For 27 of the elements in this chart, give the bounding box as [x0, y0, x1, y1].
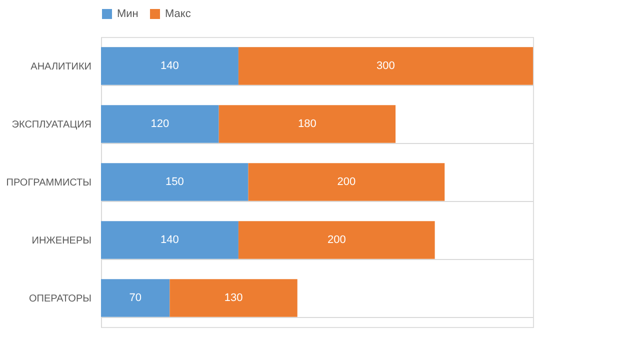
data-label: 120 — [150, 118, 170, 130]
y-tick-label: ПРОГРАММИСТЫ — [6, 178, 92, 188]
bar — [248, 163, 445, 201]
data-label: 140 — [160, 60, 179, 72]
data-label: 180 — [298, 118, 316, 130]
y-tick-label: АНАЛИТИКИ — [30, 62, 92, 72]
bar — [101, 47, 238, 85]
bar — [170, 279, 298, 317]
bar — [101, 221, 238, 259]
y-tick-label: ИНЖЕНЕРЫ — [32, 236, 92, 246]
data-label: 150 — [165, 176, 184, 188]
bar — [238, 221, 435, 259]
data-label: 70 — [129, 292, 142, 304]
data-label: 300 — [376, 60, 395, 72]
legend-label: Макс — [165, 8, 192, 20]
data-label: 140 — [160, 234, 179, 246]
data-label: 200 — [337, 176, 356, 188]
bar — [238, 47, 533, 85]
legend-label: Мин — [117, 8, 138, 20]
y-tick-label: ОПЕРАТОРЫ — [29, 294, 92, 304]
data-label: 200 — [327, 234, 346, 246]
y-tick-label: ЭКСПЛУАТАЦИЯ — [12, 120, 92, 130]
bar — [101, 105, 219, 143]
bar — [218, 105, 396, 143]
data-label: 130 — [224, 292, 243, 304]
bar — [101, 163, 248, 201]
bar — [101, 279, 170, 317]
